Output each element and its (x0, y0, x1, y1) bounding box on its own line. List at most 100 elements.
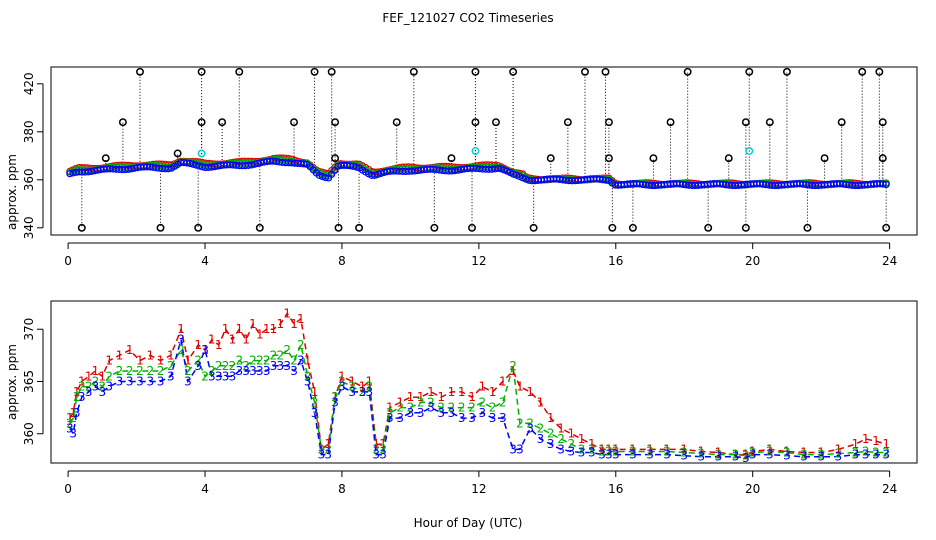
series-1-point: 1 (749, 445, 757, 459)
top-series-point (189, 160, 197, 168)
top-x-tick-label: 0 (64, 254, 72, 268)
series-1-point: 1 (663, 442, 671, 456)
series-2-point: 2 (277, 348, 285, 362)
outlier-point (331, 154, 340, 163)
series-2-point: 2 (766, 445, 774, 459)
series-1-point: 1 (800, 446, 808, 460)
series-3-point: 3 (578, 446, 586, 460)
series-2-point: 2 (800, 448, 808, 462)
series-1-point: 1 (167, 348, 175, 362)
series-3-point: 3 (605, 448, 613, 462)
series-3-point: 3 (283, 359, 291, 373)
series-3-point: 3 (427, 401, 435, 415)
series-2-point: 2 (66, 416, 74, 430)
series-1-point: 1 (499, 374, 507, 388)
series-1-point: 1 (69, 406, 77, 420)
series-1-point: 1 (348, 374, 356, 388)
series-3-point: 3 (208, 369, 216, 383)
cyan-point (745, 147, 754, 155)
series-3-point: 3 (263, 364, 271, 378)
series-3-point: 3 (366, 385, 374, 399)
series-3-point: 3 (331, 395, 339, 409)
series-3-point: 3 (184, 374, 192, 388)
series-3-point: 3 (157, 374, 165, 388)
series-1-point: 1 (852, 437, 860, 451)
top-series-point (602, 176, 610, 184)
outlier-point (392, 118, 401, 127)
series-2-point: 2 (882, 446, 890, 460)
series-3-point: 3 (499, 411, 507, 425)
top-y-tick-label: 420 (22, 72, 36, 95)
series-1-point: 1 (817, 446, 825, 460)
series-1-line (69, 312, 887, 456)
series-3-point: 3 (297, 354, 305, 368)
outlier-point (837, 118, 846, 127)
outlier-point (136, 67, 144, 76)
series-2-point: 2 (311, 395, 319, 409)
series-2-point: 2 (605, 445, 613, 459)
series-2-point: 2 (547, 427, 555, 441)
series-3-point: 3 (817, 450, 825, 464)
series-2-point: 2 (105, 369, 113, 383)
series-1-point: 1 (526, 385, 534, 399)
outlier-point (765, 118, 774, 127)
series-3-point: 3 (324, 448, 332, 462)
top-series-point (882, 180, 890, 189)
outlier-point (471, 118, 480, 127)
series-1-point: 1 (417, 390, 425, 404)
series-1-point: 1 (304, 354, 312, 368)
top-y-tick-label: 340 (22, 216, 36, 239)
series-2-point: 2 (612, 445, 620, 459)
series-2-point: 2 (578, 442, 586, 456)
outlier-point (509, 67, 518, 76)
series-3-point: 3 (116, 374, 124, 388)
series-3-point: 3 (379, 448, 387, 462)
series-2-point: 2 (834, 447, 842, 461)
series-2-point: 2 (290, 354, 298, 368)
bottom-x-tick-label: 16 (608, 482, 623, 496)
series-3-point: 3 (834, 450, 842, 464)
series-3-point: 3 (229, 369, 237, 383)
series-3-point: 3 (146, 374, 154, 388)
series-2-point: 2 (499, 395, 507, 409)
series-3-point: 3 (800, 450, 808, 464)
series-3-point: 3 (167, 369, 175, 383)
series-2-point: 2 (338, 374, 346, 388)
top-x-tick-label: 20 (745, 254, 760, 268)
series-1-point: 1 (605, 442, 613, 456)
series-3-point: 3 (348, 385, 356, 399)
series-3-point: 3 (417, 406, 425, 420)
series-2-point: 2 (386, 406, 394, 420)
series-1-point: 1 (458, 385, 466, 399)
outlier-point (628, 223, 637, 232)
series-1-point: 1 (379, 437, 387, 451)
outlier-point (331, 118, 340, 127)
series-1-point: 1 (372, 437, 380, 451)
bottom-x-tick-label: 4 (201, 482, 209, 496)
bottom-y-tick-label: 370 (22, 318, 36, 341)
series-3-point: 3 (311, 406, 319, 420)
outlier-point (447, 154, 456, 163)
series-2-point: 2 (680, 446, 688, 460)
series-3-point: 3 (66, 422, 74, 436)
series-2-point: 2 (208, 364, 216, 378)
series-2-point: 2 (73, 390, 81, 404)
outlier-point (255, 223, 264, 232)
series-2-point: 2 (516, 416, 524, 430)
cyan-point (471, 147, 480, 155)
outlier-point (782, 67, 791, 76)
outlier-point (546, 154, 555, 163)
series-2-point: 2 (331, 390, 339, 404)
outlier-point (604, 118, 613, 127)
outlier-point (529, 223, 538, 232)
top-series-point (300, 160, 308, 168)
series-3-point: 3 (256, 364, 264, 378)
figure-title: FEF_121027 CO2 Timeseries (382, 11, 553, 25)
series-1-point: 1 (396, 395, 404, 409)
series-2-point: 2 (663, 445, 671, 459)
series-3-point: 3 (766, 448, 774, 462)
series-3-point: 3 (318, 448, 326, 462)
series-3-point: 3 (448, 406, 456, 420)
